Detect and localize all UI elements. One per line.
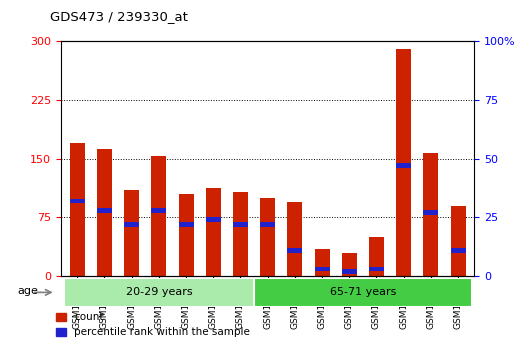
- Bar: [152, 156, 166, 276]
- Text: 20-29 years: 20-29 years: [126, 287, 192, 297]
- Bar: [369, 267, 384, 271]
- Bar: [287, 248, 302, 253]
- Bar: [342, 269, 357, 274]
- Bar: [206, 217, 220, 222]
- Bar: [396, 164, 411, 168]
- Bar: [206, 188, 220, 276]
- Bar: [260, 222, 275, 227]
- Bar: [233, 192, 248, 276]
- Bar: [179, 194, 193, 276]
- Bar: [97, 149, 112, 276]
- Bar: [342, 253, 357, 276]
- Bar: [260, 198, 275, 276]
- Bar: [423, 153, 438, 276]
- Bar: [254, 278, 472, 307]
- Bar: [450, 206, 465, 276]
- Bar: [152, 208, 166, 213]
- Bar: [423, 210, 438, 215]
- Bar: [450, 248, 465, 253]
- Bar: [97, 208, 112, 213]
- Bar: [70, 143, 85, 276]
- Bar: [233, 222, 248, 227]
- Bar: [287, 202, 302, 276]
- Bar: [369, 237, 384, 276]
- Legend: count, percentile rank within the sample: count, percentile rank within the sample: [56, 312, 250, 337]
- Text: age: age: [17, 286, 38, 296]
- Bar: [124, 222, 139, 227]
- Bar: [124, 190, 139, 276]
- Text: GDS473 / 239330_at: GDS473 / 239330_at: [50, 10, 188, 23]
- Bar: [64, 278, 254, 307]
- Bar: [396, 49, 411, 276]
- Text: 65-71 years: 65-71 years: [330, 287, 396, 297]
- Bar: [70, 199, 85, 203]
- Bar: [315, 249, 330, 276]
- Bar: [315, 267, 330, 271]
- Bar: [179, 222, 193, 227]
